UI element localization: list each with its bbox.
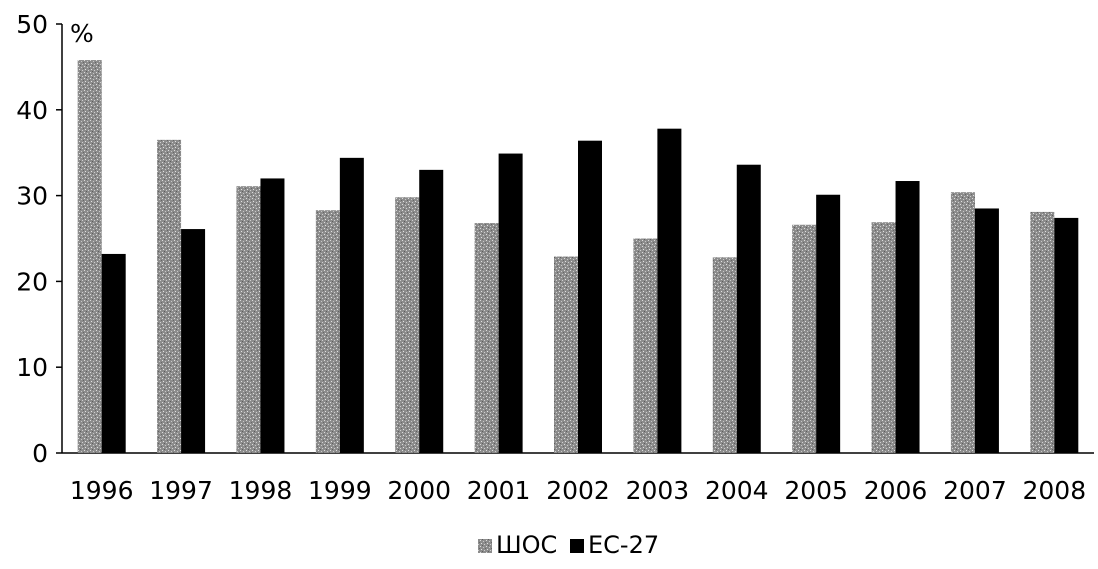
bar-eu27-2000 xyxy=(419,169,444,454)
bar-shos-2001 xyxy=(474,223,499,453)
legend: ШОС ЕС-27 xyxy=(478,531,659,559)
legend-swatch-shos xyxy=(478,539,492,553)
bar-eu27-1996 xyxy=(101,253,126,453)
bar-eu27-2005 xyxy=(816,194,841,453)
legend-label-shos: ШОС xyxy=(496,531,557,559)
bar-shos-1999 xyxy=(315,210,340,453)
legend-label-eu27: ЕС-27 xyxy=(588,531,659,559)
y-unit-label: % xyxy=(70,19,94,48)
bar-eu27-2007 xyxy=(974,208,999,453)
x-tick-label: 2002 xyxy=(546,476,610,505)
bar-shos-2004 xyxy=(712,257,737,453)
x-tick-label: 2008 xyxy=(1022,476,1086,505)
x-tick-label: 1996 xyxy=(70,476,134,505)
bar-shos-2005 xyxy=(792,224,817,453)
bar-eu27-1997 xyxy=(181,229,206,453)
bar-eu27-1998 xyxy=(260,178,285,453)
bar-eu27-2002 xyxy=(578,140,602,454)
bar-shos-2006 xyxy=(871,222,896,453)
x-tick-label: 2005 xyxy=(784,476,848,505)
y-tick-label: 40 xyxy=(16,96,48,125)
bar-eu27-2006 xyxy=(895,181,920,453)
y-tick-label: 50 xyxy=(16,10,48,39)
bar-eu27-1999 xyxy=(339,157,364,453)
bar-shos-1996 xyxy=(77,60,102,453)
bar-eu27-2008 xyxy=(1054,217,1079,453)
bar-shos-1998 xyxy=(236,186,261,454)
bar-eu27-2003 xyxy=(657,128,682,453)
x-tick-label: 2004 xyxy=(705,476,769,505)
bar-shos-1997 xyxy=(157,139,182,453)
axis-labels: 0 10 20 30 40 50 % 1996 1997 1998 1999 2000 2001 2002… xyxy=(16,10,1086,505)
legend-swatch-eu27 xyxy=(570,539,584,553)
x-tick-label: 2000 xyxy=(387,476,451,505)
bar-shos-2000 xyxy=(395,197,420,453)
x-tick-label: 2003 xyxy=(626,476,690,505)
bar-shos-2008 xyxy=(1030,211,1055,453)
x-tick-label: 2001 xyxy=(467,476,531,505)
bar-eu27-2001 xyxy=(498,153,523,454)
x-tick-label: 2007 xyxy=(943,476,1007,505)
x-tick-label: 1998 xyxy=(229,476,293,505)
x-tick-label: 1999 xyxy=(308,476,372,505)
bar-shos-2007 xyxy=(950,192,975,453)
x-tick-label: 2006 xyxy=(864,476,928,505)
bar-shos-2002 xyxy=(554,256,578,453)
y-tick-label: 0 xyxy=(32,439,48,468)
y-tick-label: 20 xyxy=(16,267,48,296)
bar-shos-2003 xyxy=(633,238,658,453)
x-tick-label: 1997 xyxy=(149,476,213,505)
bars xyxy=(77,60,1079,454)
bar-eu27-2004 xyxy=(736,164,761,453)
y-tick-label: 10 xyxy=(16,353,48,382)
y-tick-label: 30 xyxy=(16,182,48,211)
